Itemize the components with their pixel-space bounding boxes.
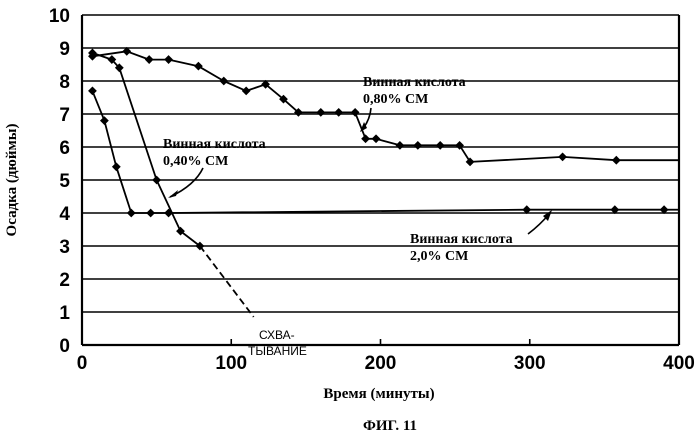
series-1-point-19 — [466, 157, 475, 166]
series-label-20-line1: Винная кислота — [410, 232, 513, 247]
y-tick-label-10: 10 — [49, 6, 70, 27]
x-axis-label: Время (минуты) — [323, 386, 434, 402]
y-tick-label-8: 8 — [59, 72, 70, 93]
set-label-line1: СХВА- — [259, 328, 295, 342]
series-2-point-0 — [88, 87, 97, 96]
series-1-point-2 — [145, 55, 154, 64]
pointer-040-arrowhead — [168, 190, 178, 198]
series-2-point-5 — [164, 209, 173, 218]
x-tick-labels: 0 100 200 300 400 — [77, 353, 695, 374]
series-label-080-line1: Винная кислота — [363, 75, 466, 90]
series-label-040-line1: Винная кислота — [163, 137, 266, 152]
series-2-point-2 — [112, 162, 121, 171]
series-1-point-15 — [396, 141, 405, 150]
figure-caption: ФИГ. 11 — [363, 418, 417, 434]
series-1-point-10 — [316, 108, 325, 117]
series-1-point-14 — [372, 134, 381, 143]
series-1-point-18 — [455, 141, 464, 150]
series-1-point-17 — [436, 141, 445, 150]
series-1-point-4 — [194, 62, 203, 71]
y-tick-label-2: 2 — [59, 270, 70, 291]
x-tick-label-100: 100 — [215, 353, 247, 374]
series-1-point-13 — [361, 134, 370, 143]
series-2-point-4 — [146, 209, 155, 218]
series-0-point-3 — [152, 176, 161, 185]
y-tick-label-6: 6 — [59, 138, 70, 159]
series-2-point-1 — [100, 116, 109, 125]
y-tick-label-3: 3 — [59, 237, 70, 258]
series-1-point-20 — [558, 153, 567, 162]
y-tick-label-1: 1 — [59, 303, 70, 324]
y-tick-label-9: 9 — [59, 39, 70, 60]
y-tick-label-0: 0 — [59, 336, 70, 357]
series-1-point-16 — [413, 141, 422, 150]
set-label-line2: ТЫВАНИЕ — [248, 344, 307, 358]
series-tail-0 — [200, 246, 254, 317]
y-tick-labels: 0 1 2 3 4 5 6 7 8 9 10 — [49, 6, 71, 357]
y-tick-label-7: 7 — [59, 105, 70, 126]
series-1-point-5 — [219, 77, 228, 86]
x-tick-label-300: 300 — [514, 353, 546, 374]
series-label-040-line2: 0,40% СМ — [163, 154, 228, 169]
series-1-point-21 — [612, 156, 621, 165]
x-tick-label-200: 200 — [365, 353, 397, 374]
y-axis-label: Осадка (дюймы) — [4, 124, 20, 237]
y-tick-label-4: 4 — [59, 204, 70, 225]
series-1-point-11 — [334, 108, 343, 117]
grid-lines — [82, 15, 679, 345]
series-label-20-line2: 2,0% СМ — [410, 249, 468, 264]
series-1-point-12 — [351, 108, 360, 117]
series-label-080-line2: 0,80% СМ — [363, 92, 428, 107]
x-tick-label-0: 0 — [77, 353, 88, 374]
x-tick-label-400: 400 — [663, 353, 695, 374]
series-2-point-3 — [127, 209, 136, 218]
series-1-point-6 — [242, 87, 251, 96]
y-tick-label-5: 5 — [59, 171, 70, 192]
series-1-point-3 — [164, 55, 173, 64]
